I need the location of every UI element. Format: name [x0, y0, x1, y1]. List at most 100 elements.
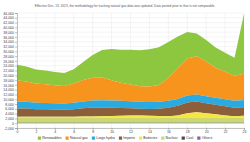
y-tick-label: 34,000	[3, 40, 14, 44]
x-tick-label: 12	[129, 130, 133, 134]
y-tick: 22,000	[3, 69, 17, 73]
y-axis-line	[15, 14, 18, 129]
y-tick-mark	[15, 80, 17, 81]
y-tick-mark	[15, 27, 17, 28]
legend-swatch	[38, 137, 41, 140]
x-tick-label: 2	[35, 130, 37, 134]
y-tick-label: 18,000	[3, 79, 14, 83]
y-tick: 44,000	[3, 16, 17, 20]
legend-swatch	[92, 137, 95, 140]
y-tick-label: 6,000	[5, 107, 14, 111]
y-tick: 12,000	[3, 93, 17, 97]
x-tick-label: 6	[73, 130, 75, 134]
y-tick: 28,000	[3, 55, 17, 59]
x-tick: 22	[224, 128, 228, 134]
x-axis: 024681012141618202224	[17, 128, 247, 134]
y-tick-label: 12,000	[3, 93, 14, 97]
x-tick: 16	[167, 128, 171, 134]
area	[17, 122, 244, 123]
x-tick-label: 10	[110, 130, 114, 134]
x-tick: 10	[110, 128, 114, 134]
x-tick: 0	[17, 128, 19, 134]
y-tick-mark	[15, 114, 17, 115]
x-tick-label: 4	[54, 130, 56, 134]
legend-item: Renewables	[38, 136, 62, 140]
x-tick: 12	[129, 128, 133, 134]
legend-swatch	[139, 137, 142, 140]
y-tick-mark	[15, 128, 17, 129]
y-tick: 14,000	[3, 88, 17, 92]
y-tick-mark	[15, 61, 17, 62]
y-tick-label: 28,000	[3, 55, 14, 59]
y-tick-mark	[15, 104, 17, 105]
y-axis: -2,00002,0004,0006,0008,00010,00012,0001…	[3, 12, 17, 131]
y-tick: 42,000	[3, 21, 17, 25]
legend-item: Nuclear	[161, 136, 178, 140]
legend-swatch	[119, 137, 122, 140]
x-tick: 24	[243, 128, 247, 134]
y-tick: 24,000	[3, 64, 17, 68]
x-tick-label: 8	[92, 130, 94, 134]
y-tick-label: -2,000	[4, 127, 14, 131]
y-tick: 8,000	[5, 103, 17, 107]
x-tick-label: 16	[167, 130, 171, 134]
x-tick-label: 22	[224, 130, 228, 134]
y-tick: -2,000	[4, 127, 17, 131]
legend-label: Coal	[186, 136, 193, 140]
y-tick-mark	[15, 90, 17, 91]
area	[17, 118, 244, 123]
y-tick-label: 8,000	[5, 103, 14, 107]
legend-label: Large hydro	[96, 136, 115, 140]
legend-item: Coal	[182, 136, 194, 140]
y-tick: 4,000	[5, 112, 17, 116]
y-tick-label: 20,000	[3, 74, 14, 78]
x-tick: 8	[92, 128, 94, 134]
y-tick-mark	[15, 37, 17, 38]
legend-label: Natural gas	[70, 136, 88, 140]
y-tick-mark	[15, 94, 17, 95]
grid	[17, 13, 244, 128]
y-tick-mark	[15, 42, 17, 43]
x-tick: 20	[205, 128, 209, 134]
y-tick-mark	[15, 123, 17, 124]
legend-label: Batteries	[143, 136, 157, 140]
y-tick-mark	[15, 66, 17, 67]
y-tick-label: 14,000	[3, 88, 14, 92]
y-tick-mark	[15, 75, 17, 76]
y-tick: 26,000	[3, 60, 17, 64]
x-tick: 18	[186, 128, 190, 134]
y-tick: 18,000	[3, 79, 17, 83]
y-tick: 0	[12, 122, 17, 126]
area	[17, 122, 244, 123]
legend-swatch	[197, 137, 200, 140]
y-tick-mark	[15, 13, 17, 14]
y-tick-label: 22,000	[3, 69, 14, 73]
y-tick-label: 26,000	[3, 60, 14, 64]
legend-item: Large hydro	[92, 136, 115, 140]
legend-label: Renewables	[42, 136, 62, 140]
y-tick-label: 42,000	[3, 21, 14, 25]
y-tick-label: 10,000	[3, 98, 14, 102]
y-tick-label: 4,000	[5, 112, 14, 116]
y-tick-mark	[15, 85, 17, 86]
y-tick-label: 30,000	[3, 50, 14, 54]
area	[17, 112, 244, 117]
legend-item: Others	[197, 136, 212, 140]
y-tick-mark	[15, 32, 17, 33]
y-tick-label: 16,000	[3, 83, 14, 87]
legend-item: Imports	[119, 136, 135, 140]
y-tick-label: 0	[12, 122, 14, 126]
y-tick-mark	[15, 56, 17, 57]
y-tick: 30,000	[3, 50, 17, 54]
y-tick-label: 44,000	[3, 16, 14, 20]
y-tick: 46,000	[3, 12, 17, 16]
y-tick: 16,000	[3, 83, 17, 87]
legend-label: Others	[202, 136, 213, 140]
y-tick: 10,000	[3, 98, 17, 102]
y-tick: 6,000	[5, 107, 17, 111]
legend-label: Nuclear	[166, 136, 179, 140]
y-tick-mark	[15, 18, 17, 19]
x-tick: 2	[35, 128, 37, 134]
legend-swatch	[161, 137, 164, 140]
y-tick-label: 24,000	[3, 64, 14, 68]
